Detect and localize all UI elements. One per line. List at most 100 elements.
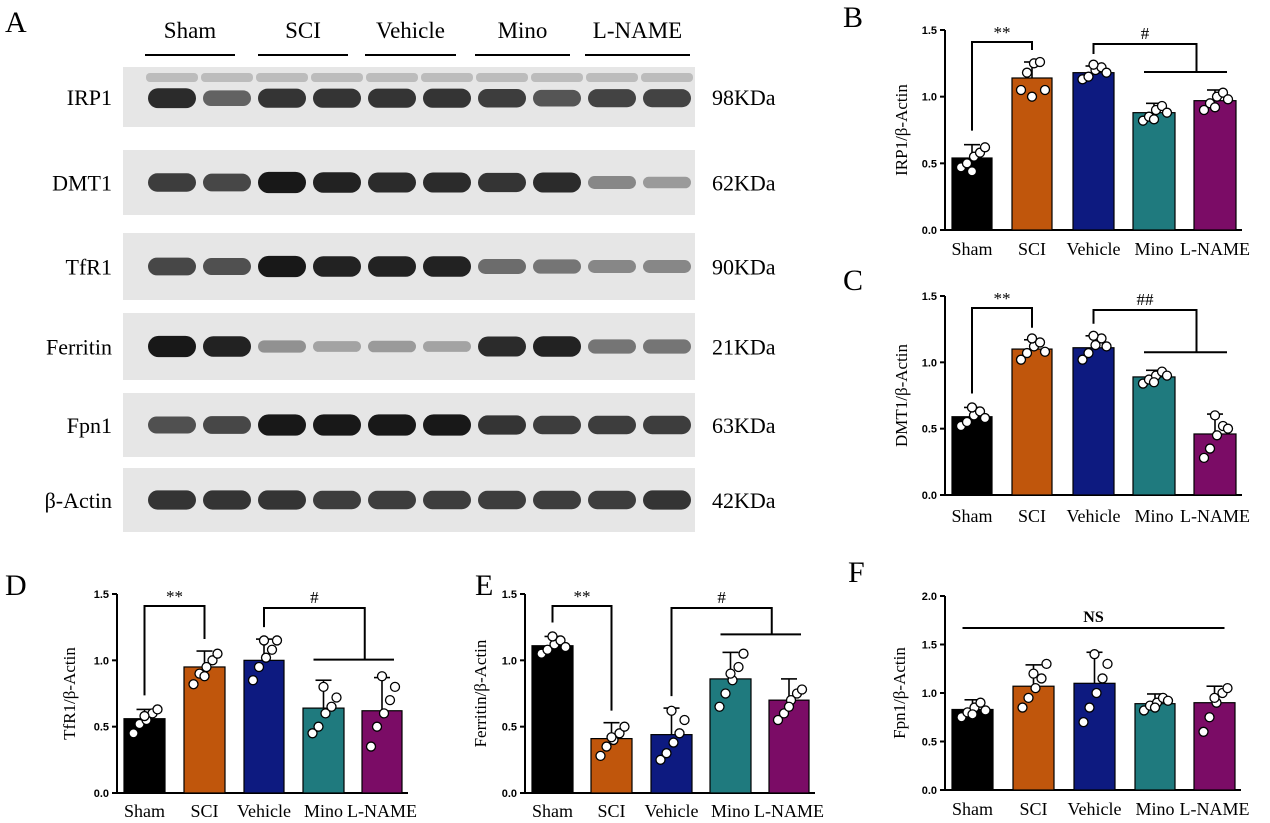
data-point bbox=[320, 708, 331, 719]
blot-band bbox=[313, 341, 361, 352]
blot-band-upper bbox=[476, 73, 528, 82]
x-tick-label: Sham bbox=[951, 239, 992, 259]
blot-band-upper bbox=[531, 73, 583, 82]
x-tick-label: L-NAME bbox=[1180, 239, 1250, 259]
blot-band-upper bbox=[366, 73, 418, 82]
data-point bbox=[560, 641, 571, 653]
data-point bbox=[979, 412, 991, 424]
data-point bbox=[188, 679, 199, 690]
blot-band bbox=[368, 490, 416, 510]
data-point bbox=[1101, 341, 1112, 352]
data-point bbox=[313, 721, 324, 732]
data-point bbox=[1161, 370, 1173, 381]
significance-label: # bbox=[310, 588, 319, 607]
data-point bbox=[247, 675, 259, 686]
x-tick-label: Vehicle bbox=[237, 801, 291, 821]
significance-label: ** bbox=[166, 587, 183, 606]
data-point bbox=[661, 748, 672, 759]
blot-protein-label: Fpn1 bbox=[67, 413, 112, 438]
y-tick-label: 1.5 bbox=[922, 25, 937, 37]
data-point bbox=[253, 661, 265, 673]
x-tick-label: Vehicle bbox=[1068, 799, 1122, 819]
significance-bracket bbox=[1092, 309, 1198, 353]
blot-band-upper bbox=[641, 73, 693, 82]
blot-band bbox=[203, 490, 251, 510]
data-point bbox=[679, 714, 690, 726]
x-tick-label: Mino bbox=[1135, 799, 1174, 819]
blot-band bbox=[643, 89, 691, 108]
blot-band bbox=[203, 257, 251, 276]
data-point bbox=[1209, 102, 1221, 113]
x-tick-label: Sham bbox=[951, 506, 992, 526]
blot-band bbox=[588, 415, 636, 435]
blot-group-label: Mino bbox=[498, 18, 548, 43]
blot-band bbox=[588, 176, 636, 189]
data-point bbox=[606, 732, 617, 743]
blot-band bbox=[148, 416, 196, 434]
y-tick-label: 2.0 bbox=[922, 591, 937, 603]
data-point bbox=[1034, 337, 1046, 348]
y-tick-label: 1.0 bbox=[922, 688, 937, 700]
data-point bbox=[1209, 692, 1220, 703]
x-tick-label: Mino bbox=[711, 801, 750, 821]
blot-band-upper bbox=[256, 73, 308, 82]
blot-row--actin: β-Actin 42KDa bbox=[45, 468, 776, 532]
blot-protein-label: β-Actin bbox=[45, 488, 112, 513]
bar-l-name bbox=[361, 710, 403, 794]
blot-row-fpn1: Fpn1 63KDa bbox=[67, 393, 776, 457]
data-point bbox=[783, 701, 795, 712]
significance-bracket bbox=[263, 607, 366, 660]
data-point bbox=[376, 671, 388, 682]
blot-band bbox=[368, 88, 416, 108]
blot-band bbox=[423, 88, 471, 108]
blot-band bbox=[478, 415, 526, 435]
data-point bbox=[733, 661, 744, 673]
blot-group-label: Vehicle bbox=[376, 18, 445, 43]
bar-sham bbox=[123, 718, 166, 794]
data-point bbox=[266, 644, 278, 655]
bar-l-name bbox=[1193, 702, 1236, 791]
x-tick-label: Sham bbox=[532, 801, 573, 821]
blot-row-tfr1: TfR1 90KDa bbox=[66, 233, 776, 300]
blot-band bbox=[258, 340, 306, 353]
western-blot-panel: A Sham SCI Vehicle Mino L-NAME IRP1 98KDa DMT1… bbox=[5, 6, 776, 532]
data-point bbox=[1088, 330, 1099, 341]
bar-sci bbox=[1011, 348, 1053, 496]
data-point bbox=[961, 416, 973, 428]
y-tick-label: 0.0 bbox=[922, 490, 937, 502]
data-point bbox=[1204, 443, 1216, 454]
bar-vehicle bbox=[1072, 72, 1115, 231]
significance-label: ** bbox=[574, 587, 591, 606]
blot-band bbox=[423, 414, 471, 436]
x-tick-label: SCI bbox=[1018, 239, 1046, 259]
blot-row-ferritin: Ferritin 21KDa bbox=[46, 313, 776, 380]
data-point bbox=[1156, 100, 1168, 112]
data-point bbox=[1209, 410, 1221, 421]
data-point bbox=[1222, 683, 1233, 694]
y-tick-label: 1.0 bbox=[922, 92, 937, 104]
blot-band bbox=[203, 90, 251, 107]
bar-mino bbox=[1134, 703, 1176, 791]
data-point bbox=[1036, 673, 1047, 684]
data-point bbox=[1026, 91, 1038, 102]
data-point bbox=[1217, 87, 1229, 98]
significance-label: # bbox=[1141, 24, 1150, 43]
y-tick-label: 1.0 bbox=[94, 655, 109, 667]
y-tick-label: 0.0 bbox=[922, 225, 937, 237]
bar-l-name bbox=[1193, 433, 1237, 496]
y-axis-label: TfR1/β-Actin bbox=[60, 647, 79, 740]
x-tick-label: Vehicle bbox=[1067, 239, 1121, 259]
blot-group-label: Sham bbox=[164, 18, 217, 43]
data-point bbox=[258, 635, 270, 646]
data-point bbox=[601, 741, 612, 752]
significance-label: ## bbox=[1137, 290, 1155, 309]
x-tick-label: SCI bbox=[1018, 506, 1046, 526]
data-point bbox=[668, 737, 679, 748]
blot-group-headers: Sham SCI Vehicle Mino L-NAME bbox=[145, 18, 690, 56]
blot-size-label: 62KDa bbox=[712, 171, 776, 196]
bar-sci bbox=[1012, 685, 1055, 791]
blot-band bbox=[258, 171, 306, 194]
data-point bbox=[1222, 423, 1234, 434]
data-point bbox=[720, 688, 731, 699]
data-point bbox=[1023, 692, 1034, 703]
